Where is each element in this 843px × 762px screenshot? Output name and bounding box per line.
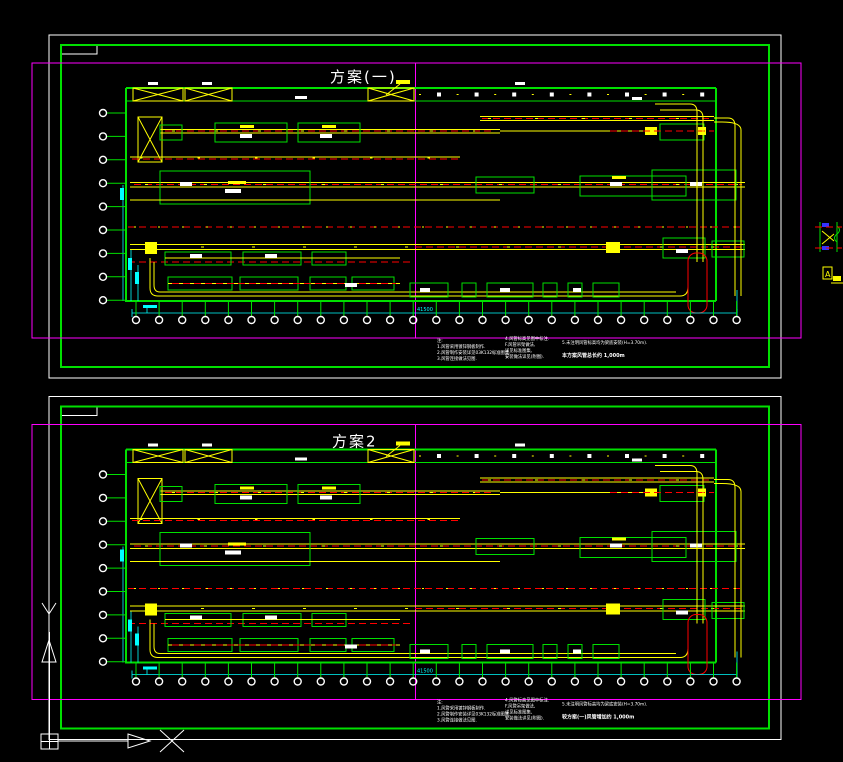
overall-dimension: 41500: [417, 307, 433, 313]
note-line: 详见标准图集,: [505, 347, 532, 354]
scheme1-notes: 注: 1.风管采用镀锌钢板制作. 2.风管制作安装详见03K132标准图集. 3…: [437, 335, 647, 362]
note-line: 注:: [437, 337, 443, 344]
note-line: 5.未注明风管标高均为梁底安装(H=3.70m).: [562, 701, 647, 708]
note-line: 2.风管制作安装详见03K132标准图集.: [437, 349, 511, 356]
note-highlight: 本方案风管总长约 1,000m: [561, 352, 625, 359]
overall-dimension: 41500: [417, 669, 433, 675]
scheme1-title: 方案(一): [330, 68, 397, 86]
note-line: 安装做法详见(附图).: [505, 353, 544, 360]
ucs-icon: [40, 602, 185, 753]
note-line: 5.未注明风管标高均为梁底安装(H=3.70m).: [562, 339, 647, 346]
margin-detail: A: [815, 222, 843, 284]
note-line: 3.风管连接做法见图.: [437, 717, 477, 724]
note-line: 1.风管采用镀锌钢板制作.: [437, 705, 485, 712]
note-line: 4.风管标高见图中标注.: [505, 335, 549, 342]
grid-bubbles: [98, 470, 741, 686]
scheme2-notes: 注: 1.风管采用镀锌钢板制作. 2.风管制作安装详见03K132标准图集. 3…: [437, 697, 647, 724]
drawing-scheme-1: 方案(一) 注: 1.风管采用镀锌钢板制作. 2.风管制作安装详见03K132标…: [30, 33, 803, 380]
note-line: 注:: [437, 699, 443, 706]
grid-bubbles: [98, 108, 741, 325]
note-line: 详见标准图集,: [505, 709, 532, 716]
note-line: 安装做法详见(附图).: [505, 715, 544, 722]
note-line: 2.风管制作安装详见03K132标准图集.: [437, 711, 511, 718]
note-line: F.风管吊架做法,: [505, 703, 535, 710]
note-line: 1.风管采用镀锌钢板制作.: [437, 343, 485, 350]
note-highlight: 较方案(一)风管增加约 1,000m: [562, 714, 634, 721]
drawing-scheme-2: 方案2 注: 1.风管采用镀锌钢板制作. 2.风管制作安装详见03K132标准图…: [30, 394, 803, 742]
detail-label: A: [825, 270, 831, 279]
note-line: F.风管吊架做法,: [505, 341, 535, 348]
note-line: 4.风管标高见图中标注.: [505, 697, 549, 704]
note-line: 3.风管连接做法见图.: [437, 355, 477, 362]
scheme2-title: 方案2: [332, 433, 378, 451]
